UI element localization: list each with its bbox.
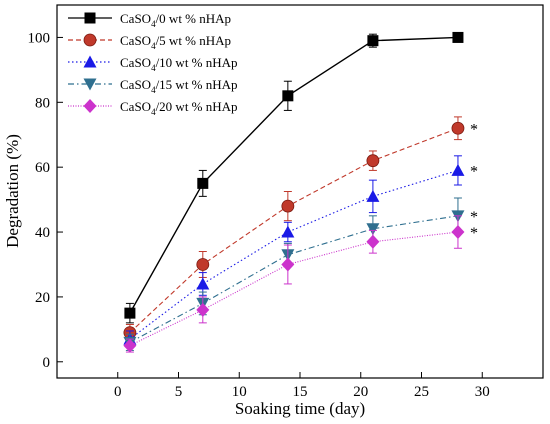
legend-label: CaSO4/10 wt % nHAp <box>120 55 238 73</box>
series-3: * <box>123 197 478 351</box>
legend-label: CaSO4/20 wt % nHAp <box>120 99 238 117</box>
legend-entry-2: CaSO4/10 wt % nHAp <box>68 55 238 73</box>
x-tick-label: 10 <box>232 384 247 400</box>
y-tick-label: 20 <box>35 290 50 306</box>
series-line <box>129 127 459 333</box>
data-point <box>366 223 380 236</box>
y-tick-label: 80 <box>35 95 50 111</box>
legend-entry-0: CaSO4/0 wt % nHAp <box>68 11 231 29</box>
legend-entry-1: CaSO4/5 wt % nHAp <box>68 33 231 51</box>
x-tick-label: 25 <box>414 384 429 400</box>
legend-marker <box>83 99 97 113</box>
data-point <box>281 225 295 238</box>
data-marks: **** <box>123 31 478 353</box>
legend-entry-4: CaSO4/20 wt % nHAp <box>68 99 238 117</box>
y-tick-label: 60 <box>35 160 50 176</box>
series-0 <box>124 31 464 324</box>
data-point <box>282 90 294 102</box>
data-point <box>281 257 295 272</box>
significance-mark: * <box>470 225 478 242</box>
legend-marker <box>83 55 97 68</box>
y-tick-label: 40 <box>35 225 50 241</box>
x-tick-label: 0 <box>114 384 122 400</box>
data-point <box>196 277 210 290</box>
data-point <box>451 225 465 240</box>
series-line <box>129 169 459 340</box>
legend-marker <box>83 78 97 91</box>
x-tick-label: 30 <box>475 384 490 400</box>
data-point <box>124 307 136 319</box>
legend-entry-3: CaSO4/15 wt % nHAp <box>68 77 238 95</box>
x-tick-label: 20 <box>353 384 368 400</box>
data-point <box>451 163 465 176</box>
x-tick-label: 5 <box>175 384 183 400</box>
data-point <box>196 258 210 271</box>
data-point <box>123 338 137 353</box>
legend-marker <box>84 12 96 24</box>
data-point <box>451 121 465 135</box>
y-axis-title: Degradation (%) <box>3 134 22 248</box>
x-tick-label: 15 <box>293 384 308 400</box>
x-axis-title: Soaking time (day) <box>235 399 365 418</box>
legend-marker <box>83 33 97 47</box>
series-1: * <box>123 116 478 342</box>
data-point <box>281 199 295 213</box>
data-point <box>197 177 209 189</box>
legend: CaSO4/0 wt % nHAp CaSO4/5 wt % nHAp CaSO4/… <box>68 11 238 117</box>
data-point <box>366 189 380 202</box>
data-point <box>367 35 379 47</box>
axis-ticks: 0 5 10 15 20 25 30 0 20 40 60 80 100 <box>28 30 490 400</box>
series-2: * <box>123 155 478 348</box>
legend-label: CaSO4/0 wt % nHAp <box>120 11 231 29</box>
data-point <box>366 234 380 249</box>
series-4: * <box>123 215 478 353</box>
series-line <box>129 215 459 343</box>
series-line <box>129 231 459 347</box>
data-point <box>366 154 380 168</box>
y-tick-label: 0 <box>43 355 51 371</box>
significance-mark: * <box>470 209 478 226</box>
y-tick-label: 100 <box>28 30 51 46</box>
significance-mark: * <box>470 163 478 180</box>
legend-label: CaSO4/5 wt % nHAp <box>120 33 231 51</box>
data-point <box>452 31 464 43</box>
significance-mark: * <box>470 121 478 138</box>
data-point <box>196 302 210 317</box>
legend-label: CaSO4/15 wt % nHAp <box>120 77 238 95</box>
